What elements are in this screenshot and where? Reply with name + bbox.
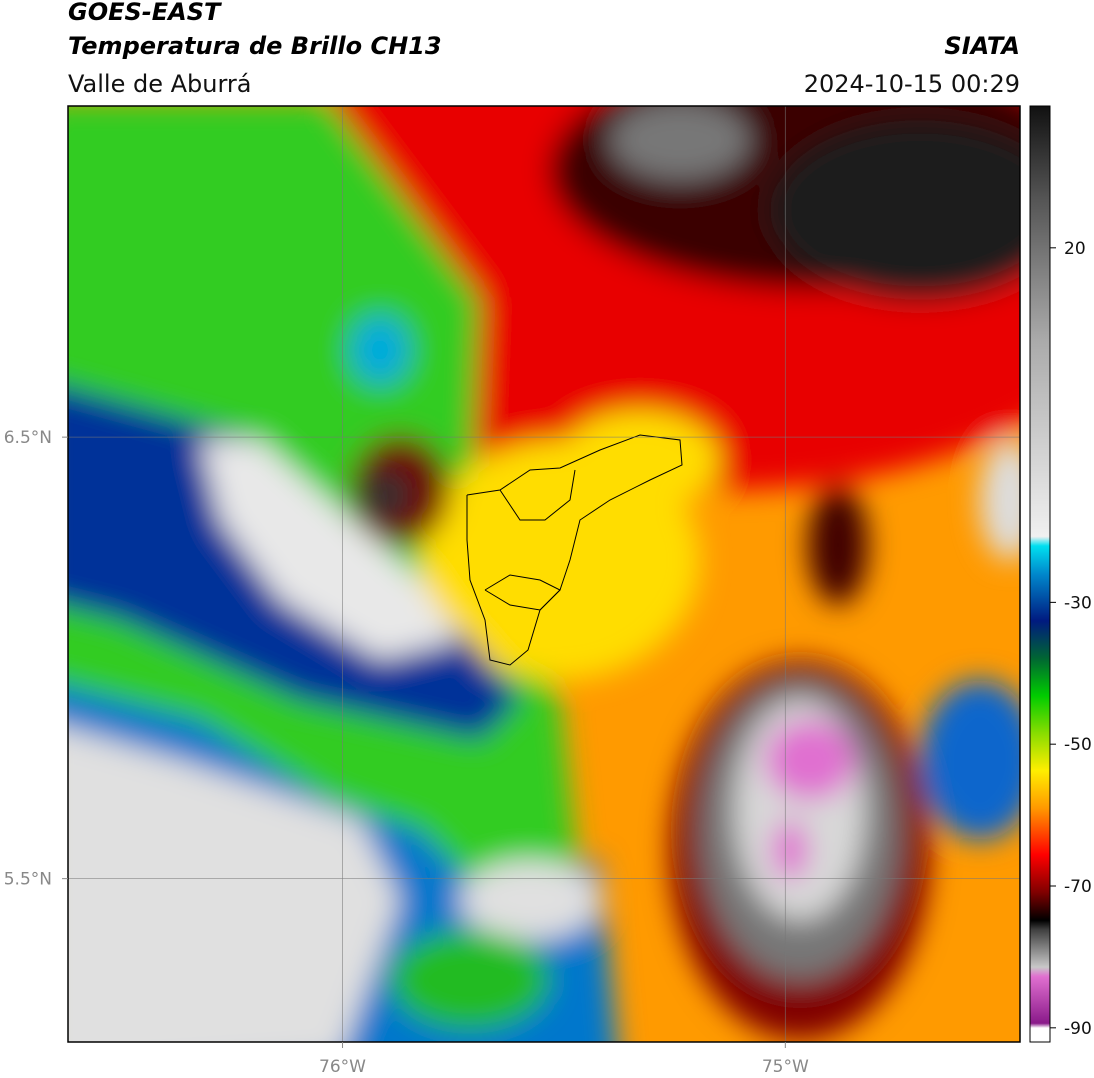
satellite-image (68, 106, 1020, 1042)
colorbar (1029, 105, 1051, 1043)
colorbar-tick-label: 20 (1064, 239, 1086, 259)
y-tick-label: 5.5°N (4, 870, 52, 890)
colorbar-tick-label: -70 (1064, 877, 1092, 897)
x-tick-label: 76°W (319, 1057, 366, 1077)
subtitle: Temperatura de Brillo CH13 (68, 32, 442, 60)
datetime: 2024-10-15 00:29 (804, 70, 1020, 98)
region: Valle de Aburrá (68, 70, 252, 98)
colorbar-tick-label: -30 (1064, 593, 1092, 613)
title: GOES-EAST (68, 0, 222, 26)
y-tick-label: 6.5°N (4, 428, 52, 448)
graticule (68, 106, 1020, 1042)
map-frame (67, 105, 1021, 1043)
x-tick-label: 75°W (762, 1057, 809, 1077)
colorbar-tick-label: -90 (1064, 1019, 1092, 1039)
source: SIATA (944, 32, 1020, 60)
colorbar-tick-label: -50 (1064, 735, 1092, 755)
